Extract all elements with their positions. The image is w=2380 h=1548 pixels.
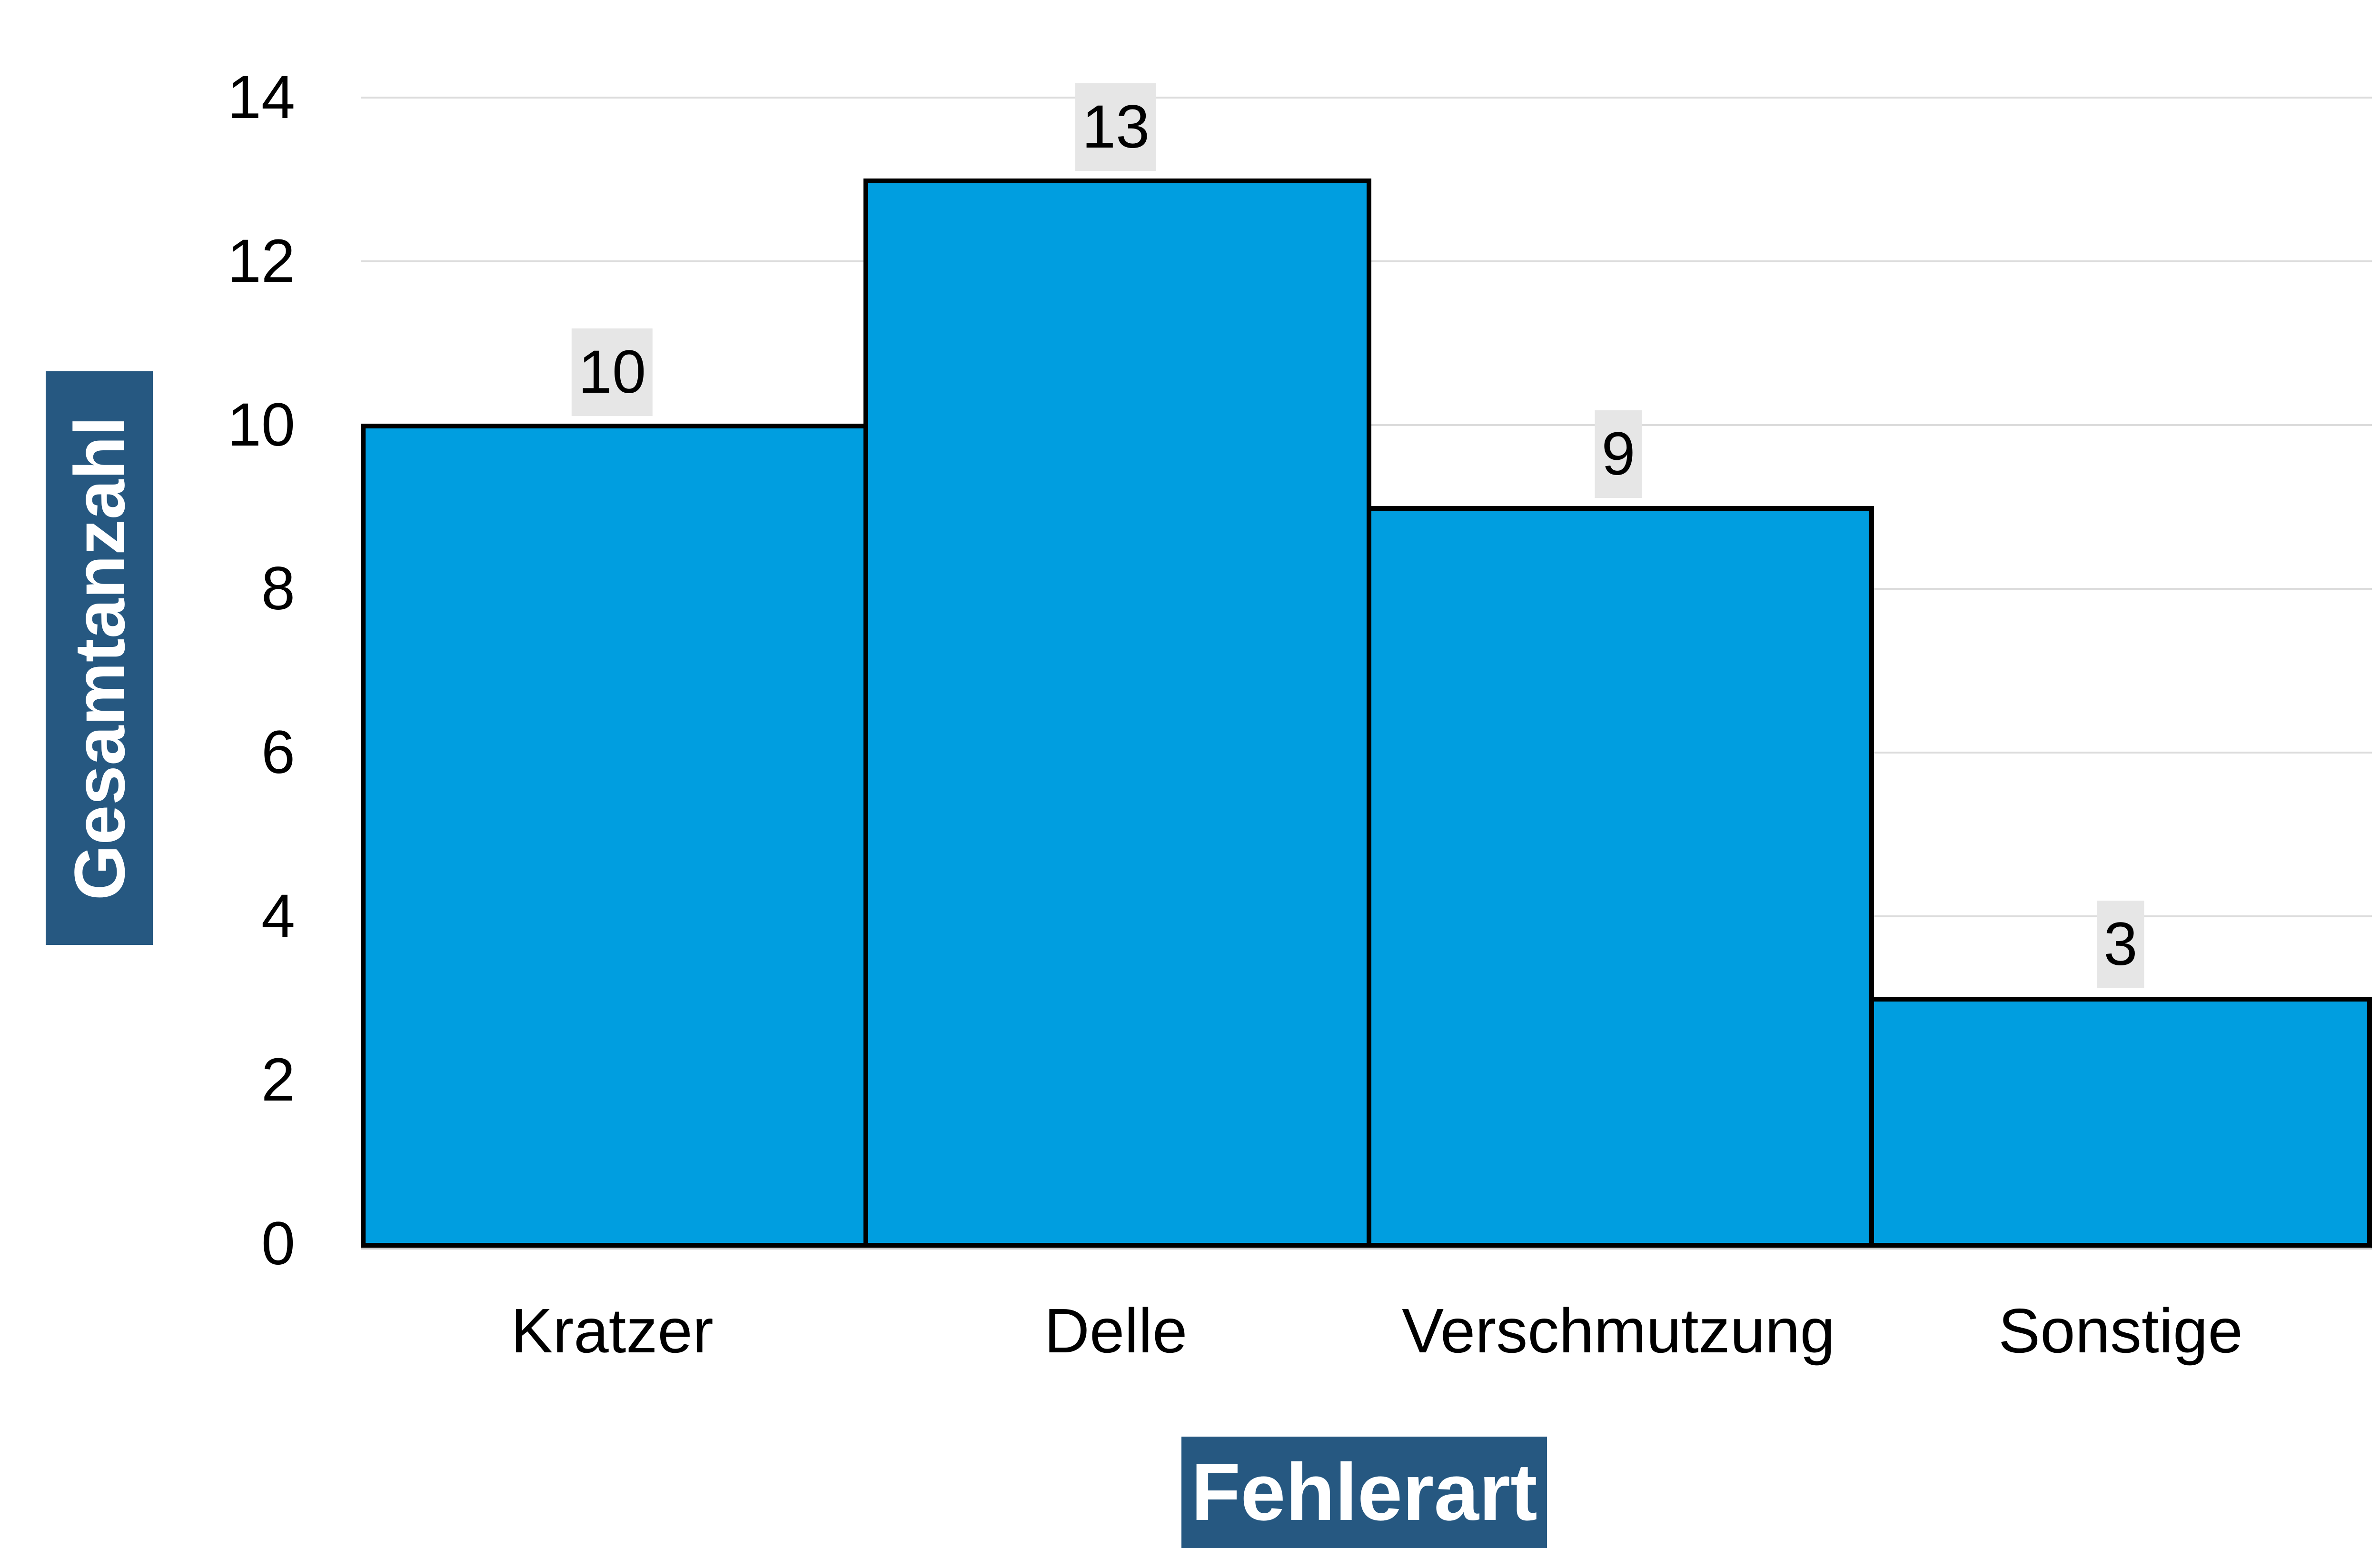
y-tick-label: 4 [261, 882, 295, 950]
y-tick-label: 6 [261, 718, 295, 786]
x-axis-title: Fehlerart [1191, 1447, 1537, 1538]
gridline-14 [361, 97, 2372, 99]
x-category-label: Kratzer [511, 1296, 714, 1366]
data-label-verschmutzung: 9 [1595, 410, 1642, 498]
x-axis-line-shadow [361, 1248, 2372, 1250]
data-label-delle: 13 [1075, 83, 1157, 171]
y-axis-title: Gesamtanzahl [59, 416, 139, 901]
y-tick-label: 14 [227, 63, 295, 131]
y-tick-label: 0 [261, 1210, 295, 1278]
data-label-kratzer: 10 [571, 328, 653, 416]
x-category-label: Verschmutzung [1402, 1296, 1835, 1366]
y-tick-label: 2 [261, 1046, 295, 1114]
x-axis-line [361, 1243, 2372, 1247]
bar-kratzer [361, 424, 868, 1248]
y-tick-label: 12 [227, 227, 295, 295]
y-tick-label: 10 [227, 391, 295, 459]
x-category-label: Sonstige [1998, 1296, 2243, 1366]
bar-sonstige [1869, 997, 2372, 1248]
y-tick-label: 8 [261, 555, 295, 623]
x-axis-title-box: Fehlerart [1181, 1437, 1547, 1548]
data-label-sonstige: 3 [2097, 901, 2144, 988]
x-category-label: Delle [1044, 1296, 1188, 1366]
y-axis-title-box: Gesamtanzahl [46, 371, 153, 945]
bar-verschmutzung [1367, 506, 1874, 1248]
bar-delle [863, 179, 1371, 1248]
